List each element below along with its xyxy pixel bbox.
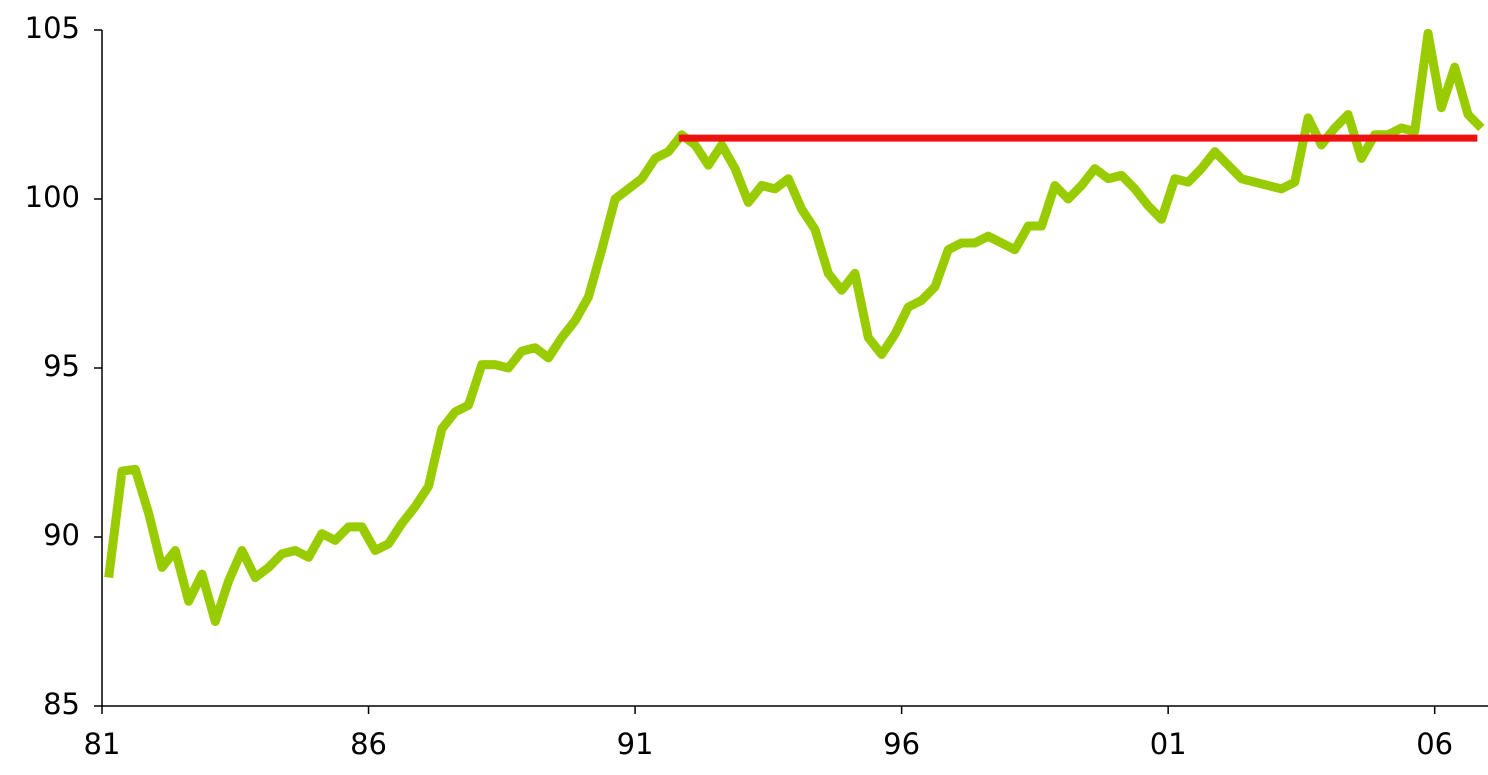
y-tick-label: 85 (43, 687, 80, 721)
y-tick-label: 95 (43, 349, 80, 383)
x-tick-label: 96 (883, 727, 920, 761)
y-tick-label: 90 (43, 518, 80, 552)
data-line (104, 28, 1485, 626)
x-tick-label: 81 (84, 727, 121, 761)
y-tick-label: 100 (25, 180, 80, 214)
x-tick-label: 86 (350, 727, 387, 761)
x-tick-label: 06 (1416, 727, 1453, 761)
x-tick-label: 01 (1150, 727, 1187, 761)
x-tick-label: 91 (617, 727, 654, 761)
y-tick-label: 105 (25, 11, 80, 45)
